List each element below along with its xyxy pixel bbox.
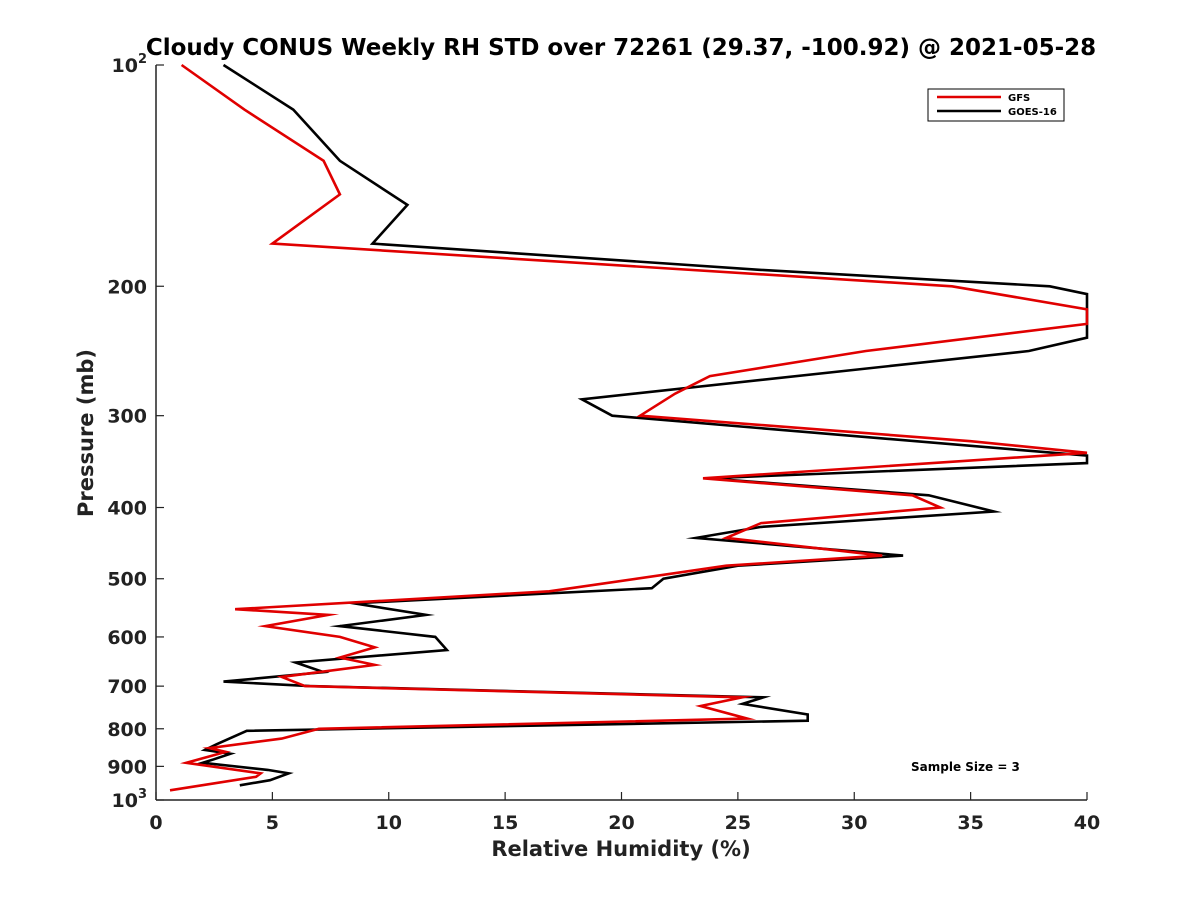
y-tick-exponent: 2	[138, 52, 147, 67]
series-line-gfs	[169, 63, 1089, 792]
legend-box	[927, 88, 1065, 122]
legend: GFS GOES-16	[927, 88, 1065, 122]
x-tick-label: 15	[492, 812, 518, 834]
y-tick-label: 700	[107, 676, 147, 698]
x-tick-label: 25	[725, 812, 751, 834]
sample-size-annotation: Sample Size = 3	[911, 760, 1020, 774]
chart-title: Cloudy CONUS Weekly RH STD over 72261 (2…	[146, 35, 1096, 61]
y-tick-label-power: 103	[112, 787, 148, 812]
y-tick-exponent: 3	[138, 787, 147, 802]
y-tick-label: 800	[107, 719, 147, 741]
x-axis-ticks: 0 5 10 15 20 25 30 35 40	[149, 792, 1100, 834]
y-tick-label: 400	[107, 498, 147, 520]
x-tick-label: 20	[608, 812, 634, 834]
legend-goes16-label: GOES-16	[1008, 107, 1057, 118]
x-tick-label: 30	[841, 812, 867, 834]
x-tick-label: 40	[1074, 812, 1100, 834]
y-tick-label: 600	[107, 627, 147, 649]
x-tick-label: 10	[376, 812, 402, 834]
x-axis-label: Relative Humidity (%)	[491, 837, 750, 861]
y-tick-label: 300	[107, 406, 147, 428]
y-tick-label: 500	[107, 569, 147, 591]
legend-gfs-label: GFS	[1008, 93, 1030, 104]
y-axis-label: Pressure (mb)	[74, 349, 98, 517]
series-layer	[169, 63, 1089, 792]
y-tick-base: 10	[112, 790, 138, 812]
x-tick-label: 35	[957, 812, 983, 834]
x-tick-label: 5	[266, 812, 279, 834]
y-tick-label: 900	[107, 756, 147, 778]
y-tick-label-power: 102	[112, 52, 148, 77]
y-tick-base: 10	[112, 55, 138, 77]
x-tick-label: 0	[149, 812, 162, 834]
y-tick-label: 200	[107, 276, 147, 298]
